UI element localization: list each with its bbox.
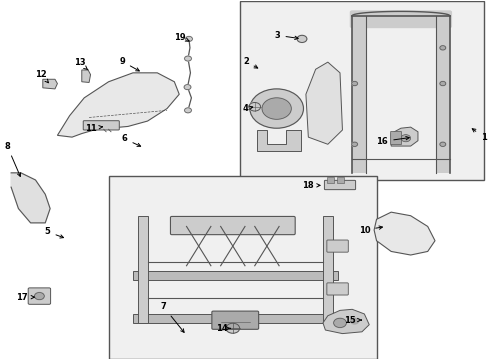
Text: 6: 6 [122,134,141,147]
Text: 9: 9 [120,57,139,71]
Circle shape [185,56,192,61]
Text: 10: 10 [359,225,383,234]
Circle shape [440,81,446,86]
Text: 5: 5 [45,227,64,238]
Text: 13: 13 [74,58,88,70]
FancyBboxPatch shape [350,10,452,28]
FancyBboxPatch shape [391,131,401,145]
Text: 3: 3 [275,31,298,40]
Circle shape [401,135,411,142]
Text: 1: 1 [472,129,487,141]
Polygon shape [391,127,418,146]
Circle shape [440,142,446,147]
FancyBboxPatch shape [327,177,334,183]
FancyBboxPatch shape [327,283,348,295]
Circle shape [186,36,193,41]
Text: 15: 15 [344,315,361,324]
Circle shape [184,85,191,90]
FancyBboxPatch shape [28,288,50,304]
Circle shape [249,103,261,111]
FancyBboxPatch shape [133,271,338,280]
FancyBboxPatch shape [171,216,295,235]
Polygon shape [306,62,343,144]
Text: 18: 18 [301,181,320,190]
Polygon shape [374,212,435,255]
Text: 12: 12 [35,70,49,83]
FancyBboxPatch shape [212,311,259,329]
Text: 19: 19 [174,33,189,42]
Circle shape [352,81,358,86]
Circle shape [226,323,240,333]
Text: 2: 2 [243,57,258,68]
FancyBboxPatch shape [240,1,484,180]
Polygon shape [82,70,91,82]
Text: 7: 7 [161,302,184,332]
Circle shape [262,98,291,119]
Text: 4: 4 [243,104,253,113]
FancyBboxPatch shape [109,176,376,359]
Polygon shape [257,130,301,152]
FancyBboxPatch shape [352,16,366,173]
Text: 17: 17 [16,293,34,302]
Polygon shape [57,73,179,137]
FancyBboxPatch shape [436,16,450,173]
Circle shape [334,318,346,328]
Text: 16: 16 [376,136,409,146]
Text: 14: 14 [216,324,230,333]
FancyBboxPatch shape [323,216,333,323]
Polygon shape [11,173,50,223]
FancyBboxPatch shape [138,216,147,323]
Circle shape [440,46,446,50]
Circle shape [351,318,359,324]
FancyBboxPatch shape [83,121,119,130]
Circle shape [352,142,358,147]
Polygon shape [323,309,369,334]
Circle shape [297,35,307,42]
Circle shape [250,89,303,128]
Text: 11: 11 [85,124,102,133]
Polygon shape [43,79,57,89]
Circle shape [34,293,44,300]
Circle shape [185,108,192,113]
Text: 8: 8 [4,141,21,176]
FancyBboxPatch shape [324,180,356,190]
FancyBboxPatch shape [133,314,338,323]
FancyBboxPatch shape [327,240,348,252]
FancyBboxPatch shape [337,177,344,183]
